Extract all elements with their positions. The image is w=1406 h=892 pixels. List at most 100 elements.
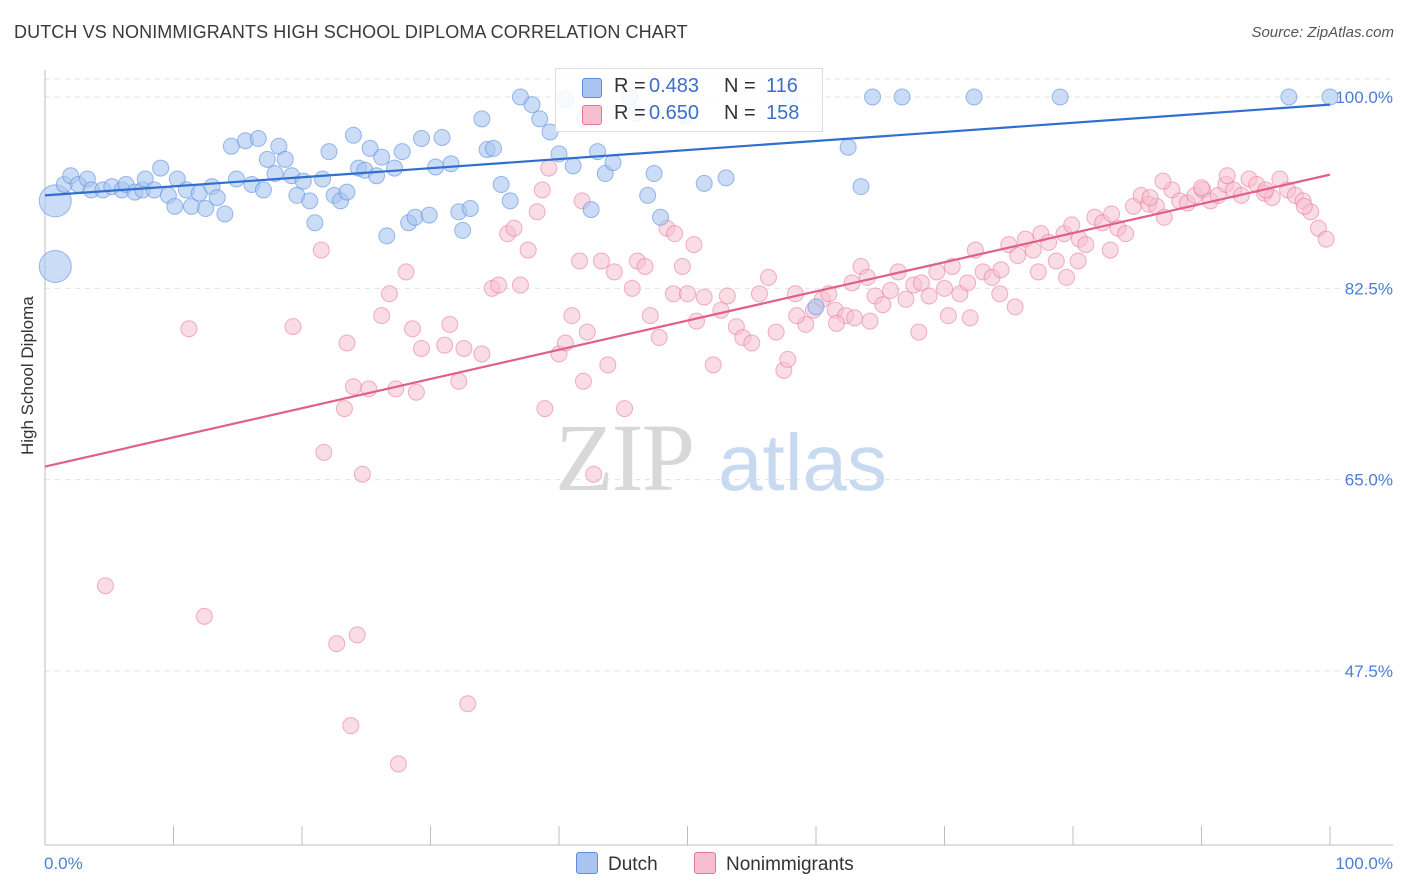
nonimmigrants-point xyxy=(1024,241,1042,259)
nonimmigrants-point xyxy=(450,372,468,390)
dutch-point xyxy=(152,159,170,177)
nonimmigrants-point xyxy=(846,309,864,327)
dutch-point xyxy=(604,154,622,172)
dutch-r-label: R = xyxy=(614,75,646,97)
dutch-point xyxy=(645,165,663,183)
dutch-point xyxy=(484,139,502,157)
dutch-point xyxy=(717,169,735,187)
nonimmigrants-point xyxy=(599,356,617,374)
dutch-point xyxy=(378,227,396,245)
chart-title: DUTCH VS NONIMMIGRANTS HIGH SCHOOL DIPLO… xyxy=(14,22,688,42)
nonimmigrants-point xyxy=(519,241,537,259)
nonimmigrants-point xyxy=(312,241,330,259)
nonimmigrants-point xyxy=(1006,298,1024,316)
dutch-point xyxy=(361,139,379,157)
nonimmigrants-point xyxy=(338,334,356,352)
dutch-point xyxy=(386,159,404,177)
nonimmigrants-point xyxy=(413,339,431,357)
dutch-point xyxy=(320,143,338,161)
nonimmigrants-point xyxy=(939,307,957,325)
nonimmigrants-point xyxy=(1101,241,1119,259)
trend-lines xyxy=(44,103,1331,468)
nonimmigrants-n-value: 158 xyxy=(766,102,800,124)
nonimmigrants-point xyxy=(936,279,953,297)
nonimmigrants-point xyxy=(961,309,979,327)
dutch-point xyxy=(222,137,240,155)
dutch-point xyxy=(301,192,319,210)
nonimmigrants-point xyxy=(685,236,703,254)
nonimmigrants-point xyxy=(959,274,977,292)
nonimmigrants-point xyxy=(605,263,623,281)
nonimmigrants-point xyxy=(641,307,659,325)
nonimmigrants-point xyxy=(1047,252,1065,270)
nonimmigrants-point xyxy=(505,219,523,237)
nonimmigrants-point xyxy=(592,252,610,270)
nonimmigrants-point xyxy=(718,287,736,305)
dutch-point xyxy=(564,157,582,175)
nonimmigrants-point xyxy=(348,626,366,644)
dutch-point xyxy=(338,183,356,201)
nonimmigrants-point xyxy=(650,329,668,347)
legend-item-dutch[interactable]: Dutch xyxy=(576,852,658,876)
y-tick-label: 100.0% xyxy=(1335,88,1393,107)
dutch-point xyxy=(473,110,491,128)
y-tick-label: 82.5% xyxy=(1345,279,1393,298)
dutch-point xyxy=(864,88,882,106)
nonimmigrants-point xyxy=(315,443,333,461)
x-tick-label-min: 0.0% xyxy=(44,854,83,873)
watermark: ZIP atlas xyxy=(555,404,887,511)
nonimmigrants-point xyxy=(673,257,691,275)
nonimmigrants-point xyxy=(511,276,529,294)
nonimmigrants-point xyxy=(623,279,641,297)
nonimmigrants-point xyxy=(1069,252,1087,270)
nonimmigrants-point xyxy=(571,252,589,270)
nonimmigrants-point xyxy=(441,315,459,333)
nonimmigrants-point xyxy=(1141,189,1159,207)
nonimmigrants-point xyxy=(473,345,491,363)
dutch-point xyxy=(276,150,294,168)
nonimmigrants-point xyxy=(759,268,777,286)
nonimmigrants-point xyxy=(578,323,596,341)
dutch-legend-swatch xyxy=(576,852,598,874)
nonimmigrants-points xyxy=(96,159,1335,773)
source-label: Source: ZipAtlas.com xyxy=(1251,24,1394,41)
nonimmigrants-point xyxy=(788,307,806,325)
dutch-swatch xyxy=(582,78,602,98)
dutch-point xyxy=(501,192,519,210)
nonimmigrants-point xyxy=(897,290,915,308)
nonimmigrants-point xyxy=(585,465,603,483)
dutch-point xyxy=(344,126,362,144)
nonimmigrants-point xyxy=(882,282,900,300)
nonimmigrants-trend-line xyxy=(44,173,1331,468)
nonimmigrants-point xyxy=(1154,172,1172,190)
nonimmigrants-point xyxy=(910,323,928,341)
nonimmigrants-point xyxy=(373,307,391,325)
nonimmigrants-point xyxy=(528,203,546,221)
nonimmigrants-point xyxy=(536,400,554,418)
svg-text:ZIP: ZIP xyxy=(555,404,693,511)
dutch-point xyxy=(639,186,657,204)
nonimmigrants-point xyxy=(328,635,346,653)
nonimmigrants-legend-swatch xyxy=(694,852,716,874)
nonimmigrants-point xyxy=(1058,268,1076,286)
dutch-point xyxy=(413,130,431,148)
dutch-point xyxy=(373,148,391,166)
nonimmigrants-point xyxy=(342,717,360,735)
dutch-point xyxy=(258,150,276,168)
dutch-point xyxy=(652,208,670,226)
nonimmigrants-point xyxy=(344,378,362,396)
nonimmigrants-point xyxy=(459,695,477,713)
legend-item-nonimmigrants[interactable]: Nonimmigrants xyxy=(694,852,854,876)
nonimmigrants-point xyxy=(991,285,1009,303)
nonimmigrants-point xyxy=(1295,197,1313,215)
nonimmigrants-point xyxy=(912,274,930,292)
stats-legend: R = 0.483 N = 116 R = 0.650 N = 158 xyxy=(555,68,823,132)
dutch-point xyxy=(38,249,72,283)
nonimmigrants-point xyxy=(666,225,684,243)
nonimmigrants-point xyxy=(1009,247,1027,265)
nonimmigrants-point xyxy=(874,296,892,314)
nonimmigrants-point xyxy=(1218,167,1236,185)
nonimmigrants-point xyxy=(284,318,302,336)
nonimmigrants-point xyxy=(389,755,407,773)
